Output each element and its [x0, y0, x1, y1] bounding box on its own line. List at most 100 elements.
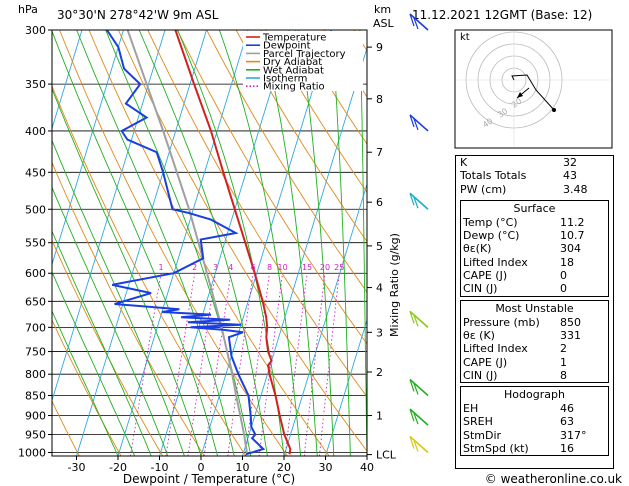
x-tick-label: -30 — [68, 461, 86, 474]
wet-adiabat-line — [52, 270, 136, 456]
surface-row: Dewp (°C) 10.7 — [463, 229, 585, 243]
wind-barb — [409, 408, 429, 426]
legend-label: Parcel Trajectory — [263, 49, 346, 60]
y-tick-label: 350 — [25, 78, 46, 91]
legend-label: Wet Adiabat — [263, 65, 324, 76]
hodograph-stats-title: Hodograph — [504, 388, 565, 402]
mixing-ratio-line — [187, 273, 216, 456]
wind-barb-flag — [413, 315, 419, 327]
km-tick-label: 8 — [376, 93, 383, 106]
wind-barbs — [409, 13, 429, 454]
wet-adiabat-line — [52, 186, 169, 456]
mixing-ratio-line — [319, 273, 340, 456]
wet-adiabat-line — [105, 30, 252, 456]
wet-adiabat-line — [138, 30, 268, 456]
surface-row: θε(K) 304 — [463, 242, 581, 256]
hodograph-kt-label: kt — [460, 32, 470, 43]
surface-title: Surface — [513, 201, 556, 215]
surface-row: CAPE (J) 0 — [463, 269, 567, 283]
axes: 3003504004505005506006507007508008509009… — [18, 24, 397, 474]
dewpoint-line — [106, 30, 266, 456]
wind-barb-flag — [409, 408, 415, 422]
wind-barb — [409, 310, 429, 328]
hodograph: kt 20 30 40 — [454, 29, 613, 149]
mixing-ratio-labels: 1 2 3 4 6 8 10 15 20 25 — [159, 263, 345, 272]
dry-adiabat-line — [52, 400, 80, 456]
mu-row: CAPE (J) 1 — [463, 355, 567, 369]
wind-barb-flag — [413, 412, 419, 425]
mixing-ratio-label: 25 — [334, 263, 344, 272]
mixing-ratio-label: 15 — [302, 263, 312, 272]
mixing-ratio-line — [303, 273, 326, 456]
y-tick-label: 300 — [25, 24, 46, 37]
legend-background — [243, 31, 363, 91]
wet-adiabat-line — [76, 30, 235, 456]
km-tick-label: LCL — [376, 449, 397, 462]
dry-adiabat-line — [52, 318, 122, 456]
mu-row: θε (K) 331 — [463, 328, 581, 342]
km-label: km — [374, 3, 391, 16]
isotherm-line — [52, 30, 166, 402]
y-tick-label: 950 — [25, 429, 46, 442]
wet-adiabat-line — [52, 309, 119, 456]
y-tick-label: 500 — [25, 203, 46, 216]
mixing-ratio-label: 4 — [228, 263, 233, 272]
x-tick-label: -10 — [151, 461, 169, 474]
mixing-ratio-label: 1 — [159, 263, 164, 272]
location-text: 30°30'N 278°42'W 9m ASL — [57, 8, 219, 22]
datetime-text: 11.12.2021 12GMT (Base: 12) — [412, 8, 592, 22]
temperature-line — [174, 30, 292, 455]
dry-adiabat-line — [59, 30, 288, 456]
y-tick-label: 800 — [25, 368, 46, 381]
wind-barb-flag — [409, 436, 415, 449]
isotherm-line — [117, 30, 249, 456]
dry-adiabat-line — [147, 30, 367, 398]
wind-barb — [409, 378, 429, 397]
y-tick-label: 550 — [25, 237, 46, 250]
parcel-trajectory-line — [126, 30, 249, 455]
wet-adiabat-line — [52, 87, 202, 456]
most-unstable-title: Most Unstable — [495, 301, 574, 315]
y-tick-label: 600 — [25, 267, 46, 280]
km-tick-label: 7 — [376, 146, 383, 159]
mixing-ratio-label: 3 — [213, 263, 218, 272]
dry-adiabat-line — [235, 30, 367, 243]
wet-adiabat-line — [298, 30, 335, 456]
dry-adiabat-line — [206, 30, 367, 293]
mixing-ratio-line — [129, 273, 162, 456]
mixing-ratio-line — [244, 273, 270, 456]
wind-barb-flag — [413, 440, 419, 452]
wind-barb — [409, 13, 429, 31]
y-tick-label: 450 — [25, 166, 46, 179]
hodograph-stats-box: Hodograph EH 46 SREH 63 StmDir 317° StmSpd … — [460, 386, 609, 457]
x-axis-label: Dewpoint / Temperature (°C) — [123, 472, 295, 486]
surface-row: Lifted Index 18 — [463, 255, 574, 269]
surface-box: Surface Temp (°C) 11.2 Dewp (°C) 10.7 θε(K… — [460, 199, 609, 297]
hpa-label: hPa — [18, 3, 38, 16]
km-tick-label: 6 — [376, 196, 383, 209]
credit-text: © weatheronline.co.uk — [485, 472, 622, 486]
mixing-ratio-label: 20 — [320, 263, 330, 272]
wind-barb-flag — [409, 114, 415, 128]
isotherm-line — [52, 30, 124, 266]
x-tick-label: 0 — [198, 461, 205, 474]
mu-row: Lifted Index 2 — [463, 342, 567, 356]
isotherm-line — [200, 30, 332, 456]
mixing-ratio-label: 2 — [192, 263, 197, 272]
x-tick-label: -20 — [109, 461, 127, 474]
index-row-pw: PW (cm) 3.48 — [460, 182, 588, 196]
wind-barb — [409, 114, 429, 132]
wind-barb — [409, 192, 429, 210]
mixing-ratio-label: 8 — [267, 263, 272, 272]
legend-label: Dry Adiabat — [263, 57, 322, 68]
wind-barb-flag — [413, 17, 419, 30]
surface-row: CIN (J) 0 — [463, 282, 567, 296]
wet-adiabat-line — [331, 30, 351, 456]
hodo-row: SREH 63 — [463, 415, 574, 429]
mixing-ratio-line — [203, 273, 232, 456]
x-tick-label: 10 — [236, 461, 250, 474]
y-tick-label: 900 — [25, 410, 46, 423]
isotherm-line — [283, 182, 367, 456]
